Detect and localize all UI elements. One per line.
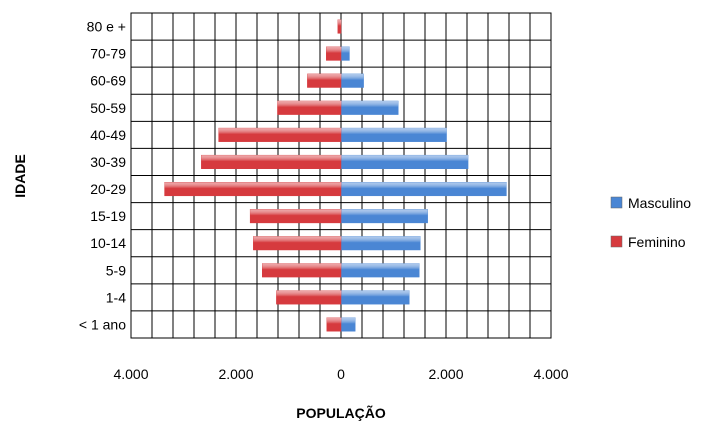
y-tick-label: < 1 ano <box>79 316 126 332</box>
y-axis-title: IDADE <box>12 154 28 198</box>
legend-swatch-feminino <box>610 235 623 248</box>
y-tick-label: 30-39 <box>90 154 126 170</box>
y-tick-label: 50-59 <box>90 100 126 116</box>
bar-highlight <box>337 19 341 34</box>
x-tick-label: 0 <box>337 366 345 382</box>
bar-highlight <box>253 236 341 250</box>
bar-highlight <box>341 128 447 142</box>
y-tick-label: 40-49 <box>90 127 126 143</box>
grid <box>130 12 552 339</box>
legend-label: Feminino <box>628 234 686 250</box>
y-tick-labels: 80 e + 70-79 60-69 50-59 40-49 30-39 20-29 15-1… <box>79 19 126 333</box>
x-tick-label: 4.000 <box>533 366 568 382</box>
bar-highlight <box>341 263 420 278</box>
bar-highlight <box>341 46 350 61</box>
bar-highlight <box>218 128 341 142</box>
legend-swatch-masculino <box>610 196 623 209</box>
y-tick-label: 80 e + <box>87 19 126 35</box>
bar-highlight <box>250 209 341 223</box>
bar-highlight <box>164 182 341 196</box>
bar-highlight <box>326 46 341 61</box>
y-tick-label: 5-9 <box>106 262 126 278</box>
bar-highlight <box>201 155 341 169</box>
bar-highlight <box>276 290 341 305</box>
bars <box>164 19 507 332</box>
bar-highlight <box>341 101 399 115</box>
y-tick-label: 1-4 <box>106 289 126 305</box>
x-tick-label: 4.000 <box>113 366 148 382</box>
x-tick-label: 2.000 <box>428 366 463 382</box>
bar-highlight <box>341 209 428 223</box>
bar-highlight <box>307 73 341 88</box>
x-axis-title: POPULAÇÃO <box>296 404 386 421</box>
bar-highlight <box>326 317 341 332</box>
bar-highlight <box>341 73 364 88</box>
x-tick-label: 2.000 <box>218 366 253 382</box>
y-tick-label: 60-69 <box>90 73 126 89</box>
y-tick-label: 70-79 <box>90 46 126 62</box>
x-tick-labels: 4.000 2.000 0 2.000 4.000 <box>113 366 568 382</box>
y-tick-label: 10-14 <box>90 235 126 251</box>
bar-highlight <box>341 290 410 305</box>
bar-highlight <box>341 236 421 250</box>
bar-highlight <box>341 155 469 169</box>
y-tick-label: 15-19 <box>90 208 126 224</box>
legend: Masculino Feminino <box>610 195 691 250</box>
y-tick-label: 20-29 <box>90 181 126 197</box>
bar-highlight <box>262 263 341 278</box>
bar-highlight <box>341 182 507 196</box>
bar-highlight <box>277 101 341 115</box>
legend-label: Masculino <box>628 195 691 211</box>
bar-highlight <box>341 317 356 332</box>
